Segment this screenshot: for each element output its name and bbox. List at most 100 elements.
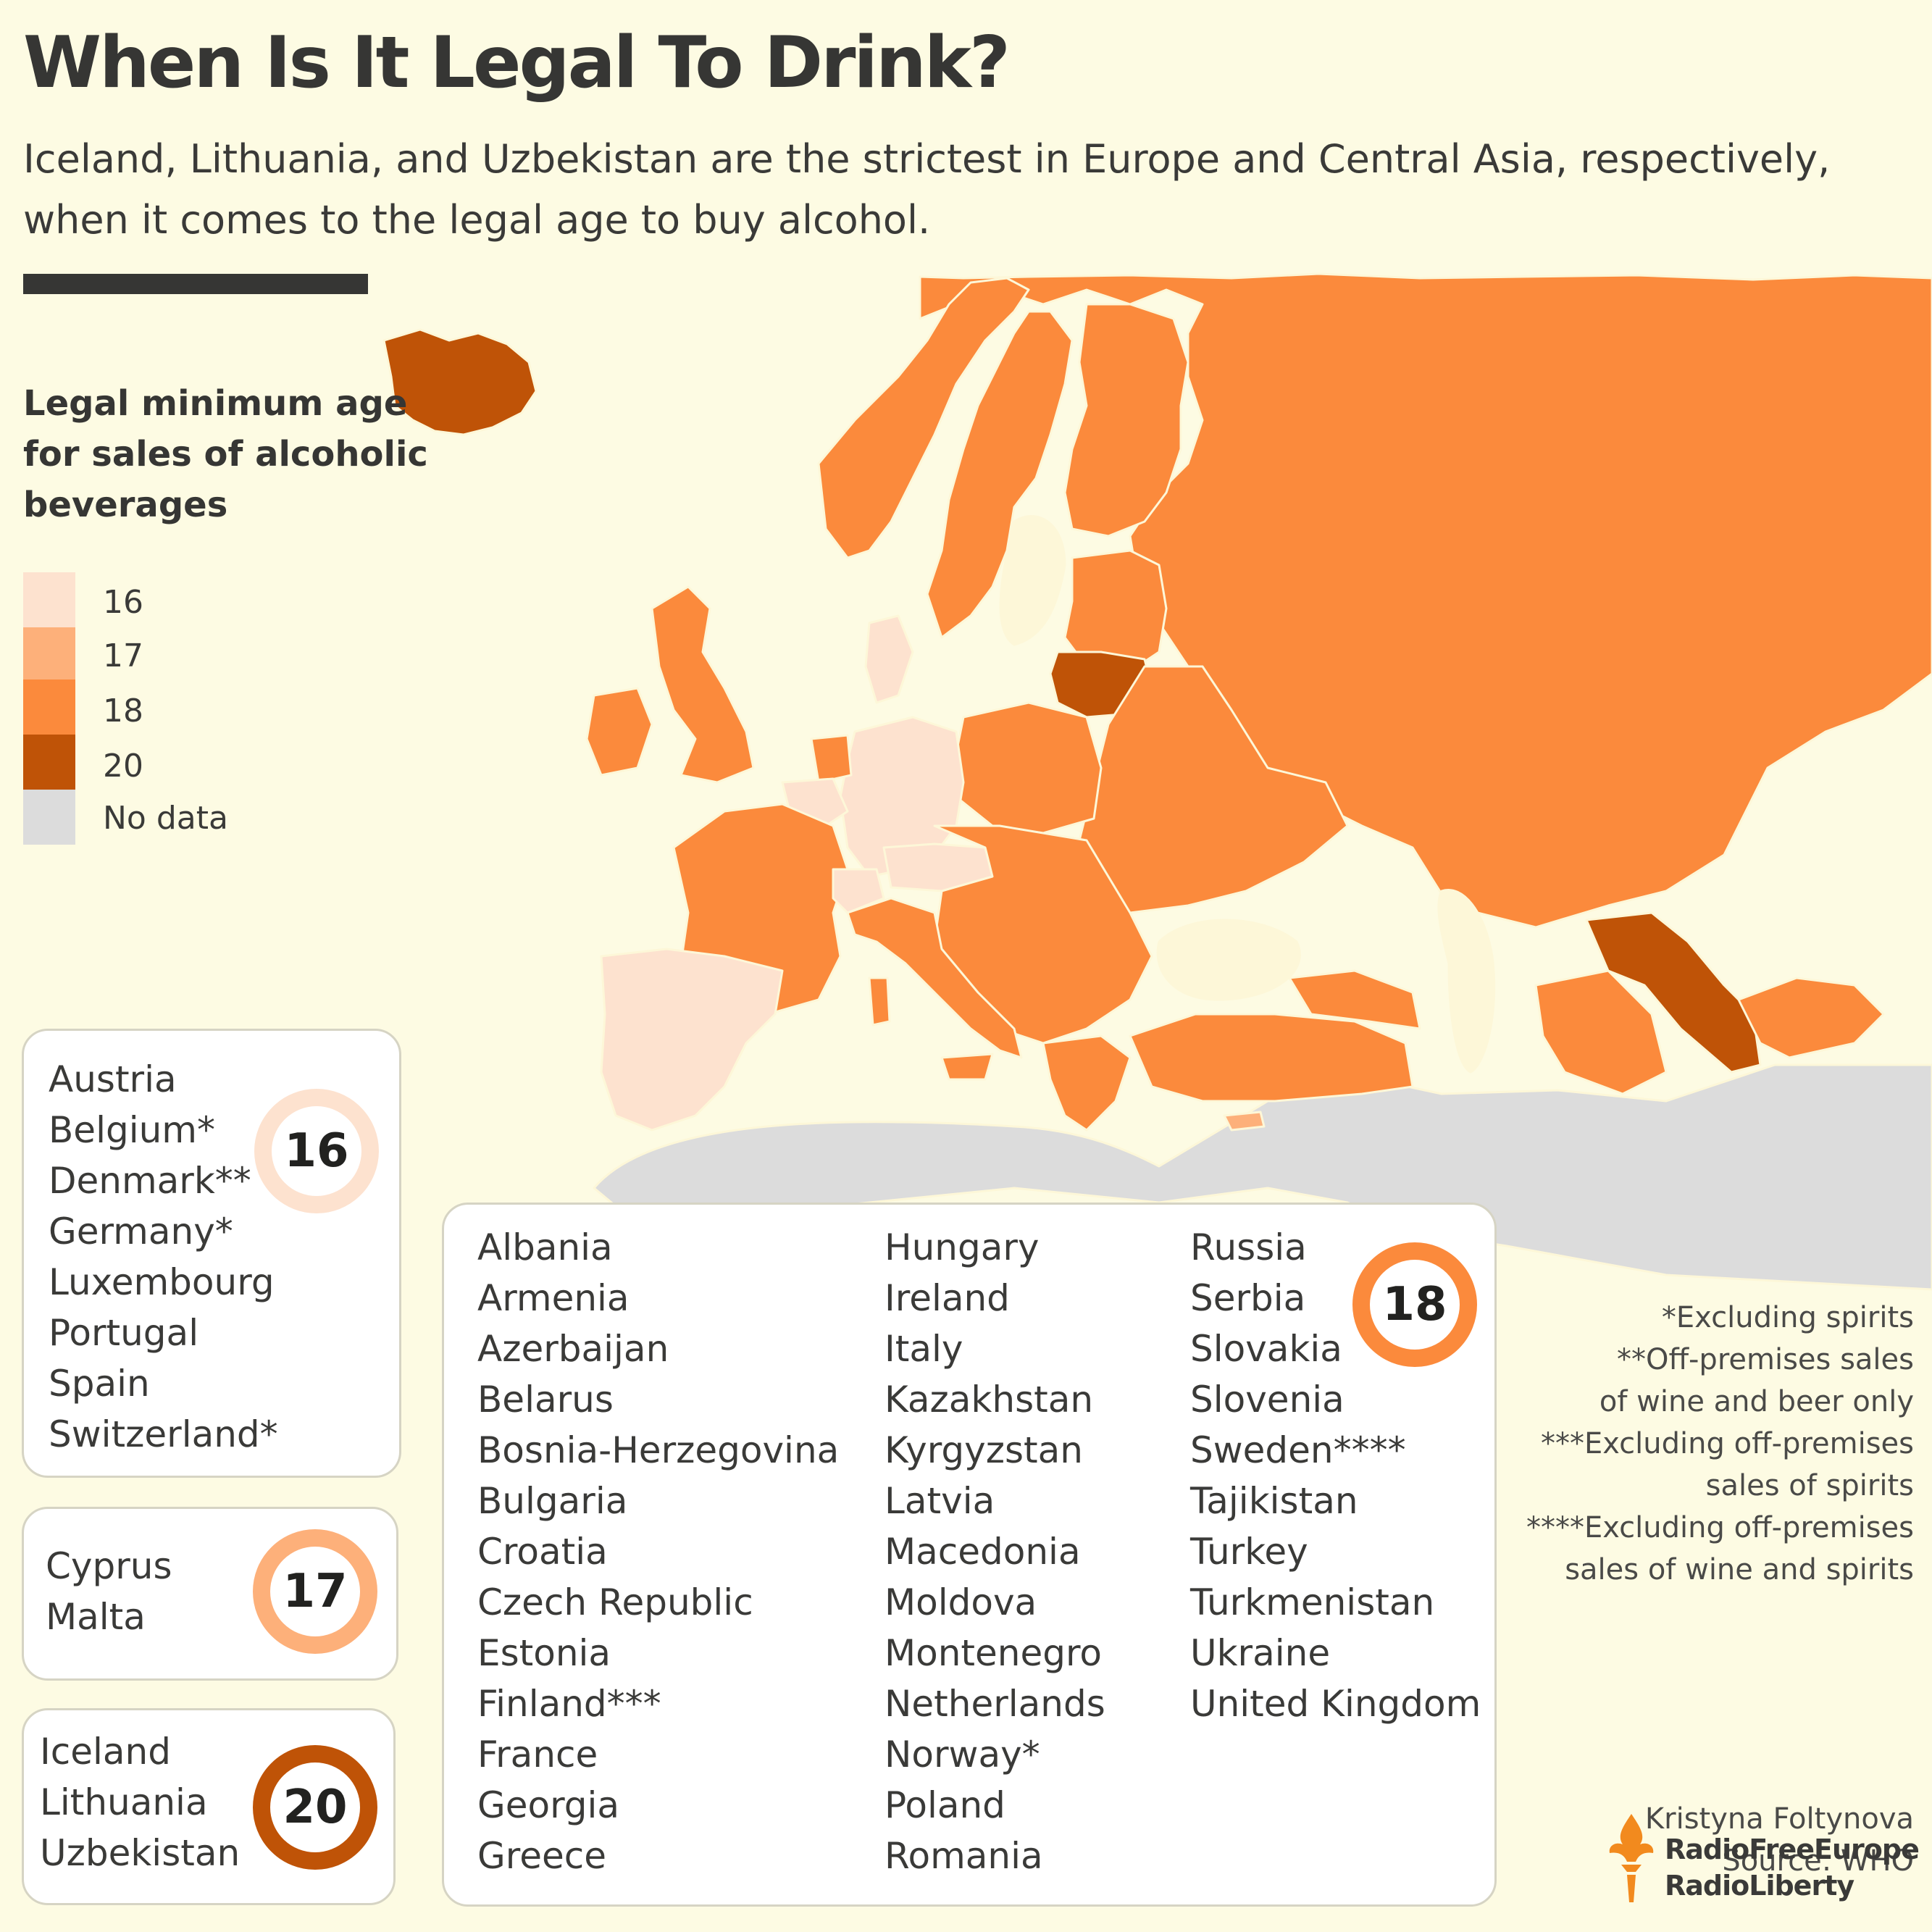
age18-col2: Hungary Ireland Italy Kazakhstan Kyrgyzs… xyxy=(885,1222,1105,1881)
age18-panel: Albania Armenia Azerbaijan Belarus Bosni… xyxy=(442,1203,1497,1907)
list-item: Georgia xyxy=(477,1784,620,1826)
logo-line-2: RadioLiberty xyxy=(1665,1870,1854,1902)
list-item: Denmark** xyxy=(49,1160,251,1202)
list-item: Greece xyxy=(477,1835,606,1877)
list-item: Russia xyxy=(1190,1226,1307,1268)
list-item: Serbia xyxy=(1190,1277,1306,1319)
list-item: Netherlands xyxy=(885,1683,1105,1725)
list-item: Uzbekistan xyxy=(40,1832,241,1874)
caspian-sea xyxy=(1437,889,1496,1074)
age16-panel: Austria Belgium* Denmark** Germany* Luxe… xyxy=(22,1029,401,1478)
age17-list: Cyprus Malta xyxy=(46,1541,172,1642)
legend-swatch-18 xyxy=(23,679,75,735)
list-item: Azerbaijan xyxy=(477,1328,669,1370)
age16-list: Austria Belgium* Denmark** Germany* Luxe… xyxy=(49,1054,278,1460)
turkmenistan xyxy=(1534,969,1668,1095)
page-title: When Is It Legal To Drink? xyxy=(23,22,1011,104)
ireland xyxy=(585,687,653,777)
legend-label-16: 16 xyxy=(103,584,143,621)
list-item: Ukraine xyxy=(1190,1632,1331,1674)
list-item: Luxembourg xyxy=(49,1261,275,1303)
kyrgyz-tajik xyxy=(1737,977,1885,1059)
list-item: Montenegro xyxy=(885,1632,1103,1674)
footnote: *Excluding spirits xyxy=(1661,1301,1914,1334)
footnote: ***Excluding off-premises xyxy=(1540,1427,1914,1460)
list-item: Armenia xyxy=(477,1277,630,1319)
list-item: Czech Republic xyxy=(477,1581,753,1623)
list-item: Hungary xyxy=(885,1226,1040,1268)
finland xyxy=(1063,303,1189,538)
list-item: Latvia xyxy=(885,1480,995,1522)
netherlands xyxy=(810,734,853,784)
legend-swatch-17 xyxy=(23,627,75,679)
age17-badge: 17 xyxy=(253,1529,377,1654)
sicily xyxy=(940,1053,994,1081)
legend-swatch-16 xyxy=(23,572,75,627)
caucasus xyxy=(1288,969,1421,1030)
list-item: Macedonia xyxy=(885,1531,1081,1573)
list-item: Tajikistan xyxy=(1190,1480,1358,1522)
list-item: Kyrgyzstan xyxy=(885,1429,1083,1471)
list-item: Moldova xyxy=(885,1581,1037,1623)
cyprus xyxy=(1223,1111,1266,1132)
list-item: Lithuania xyxy=(40,1781,208,1823)
list-item: Norway* xyxy=(885,1734,1040,1776)
russia-region xyxy=(919,272,1932,929)
baltics xyxy=(1063,549,1168,668)
age20-list: Iceland Lithuania Uzbekistan xyxy=(40,1726,240,1878)
list-item: Poland xyxy=(885,1784,1005,1826)
age18-col3: Russia Serbia Slovakia Slovenia Sweden**… xyxy=(1190,1222,1481,1729)
list-item: Bulgaria xyxy=(477,1480,628,1522)
list-item: Ireland xyxy=(885,1277,1010,1319)
footnote: sales of spirits xyxy=(1705,1469,1914,1502)
list-item: Turkmenistan xyxy=(1190,1581,1435,1623)
age18-col1: Albania Armenia Azerbaijan Belarus Bosni… xyxy=(477,1222,839,1881)
list-item: Germany* xyxy=(49,1210,233,1253)
legend-swatch-20 xyxy=(23,735,75,790)
turkey xyxy=(1129,1013,1414,1103)
list-item: Iceland xyxy=(40,1731,171,1773)
list-item: Finland*** xyxy=(477,1683,661,1725)
list-item: United Kingdom xyxy=(1190,1683,1481,1725)
source: Source: WHO xyxy=(1722,1844,1914,1878)
legend-label-no-data: No data xyxy=(103,800,228,837)
list-item: Albania xyxy=(477,1226,613,1268)
legend-title: Legal minimum age for sales of alcoholic… xyxy=(23,383,428,525)
age17-panel: Cyprus Malta 17 xyxy=(22,1507,398,1681)
age18-badge: 18 xyxy=(1352,1242,1477,1367)
list-item: Slovenia xyxy=(1190,1379,1345,1421)
list-item: Turkey xyxy=(1190,1531,1308,1573)
iceland xyxy=(382,328,538,436)
list-item: France xyxy=(477,1734,598,1776)
logo-text: RadioFreeEurope RadioLiberty xyxy=(1665,1831,1920,1904)
credit: Kristyna Foltynova Source: WHO xyxy=(1645,1798,1914,1882)
united-kingdom xyxy=(651,585,755,784)
list-item: Croatia xyxy=(477,1531,608,1573)
footnotes: *Excluding spirits **Off-premises sales … xyxy=(1526,1297,1914,1591)
list-item: Belarus xyxy=(477,1379,614,1421)
list-item: Sweden**** xyxy=(1190,1429,1406,1471)
italy xyxy=(846,897,1023,1059)
page-subtitle: Iceland, Lithuania, and Uzbekistan are t… xyxy=(23,136,1831,243)
poland xyxy=(955,701,1103,835)
list-item: Portugal xyxy=(49,1312,199,1354)
black-sea xyxy=(1156,919,1301,1001)
norway xyxy=(817,277,1030,559)
age16-badge: 16 xyxy=(254,1089,379,1213)
no-data-region xyxy=(593,1063,1932,1291)
list-item: Italy xyxy=(885,1328,963,1370)
footnote: sales of wine and spirits xyxy=(1565,1553,1914,1586)
sweden xyxy=(926,310,1074,639)
sardinia xyxy=(868,977,891,1026)
list-item: Slovakia xyxy=(1190,1328,1342,1370)
list-item: Malta xyxy=(46,1596,146,1638)
denmark xyxy=(864,614,914,704)
age20-badge: 20 xyxy=(253,1745,377,1870)
legend-label-18: 18 xyxy=(103,693,143,729)
footnote: ****Excluding off-premises xyxy=(1526,1511,1914,1544)
list-item: Romania xyxy=(885,1835,1043,1877)
list-item: Switzerland* xyxy=(49,1413,278,1455)
torch-icon xyxy=(1609,1814,1654,1902)
uzbekistan xyxy=(1585,911,1762,1074)
